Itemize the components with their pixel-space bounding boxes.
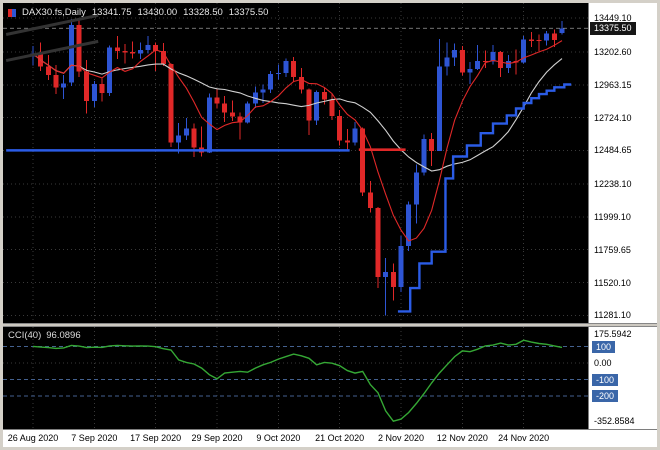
cci-chart-canvas[interactable] [3,327,588,429]
date-tick-label: 7 Sep 2020 [71,433,118,443]
price-tick-label: 11520.10 [594,277,631,288]
price-tick-label: 12963.15 [594,79,632,90]
price-tick-label: 13202.60 [594,46,632,57]
date-tick-label: 26 Aug 2020 [7,433,59,443]
cci-level-label: 100 [592,340,616,353]
time-axis[interactable]: 26 Aug 2020 7 Sep 2020 17 Sep 2020 29 Sep 2… [3,429,657,447]
cci-level-label: -100 [592,373,619,386]
chart-inner-frame: DAX30.fs,Daily 13341.75 13430.00 13328.5… [3,3,657,447]
price-tick-label: 13449.10 [594,13,632,24]
price-tick-label: 11281.10 [594,310,631,321]
indicator-value-label: 96.0896 [46,330,81,341]
symbol-timeframe-label: DAX30.fs,Daily [22,7,86,18]
date-tick-label: 9 Oct 2020 [256,433,301,443]
chart-header: DAX30.fs,Daily 13341.75 13430.00 13328.5… [8,7,268,18]
ohlc-low-value: 13328.50 [183,7,223,18]
pane-separator[interactable] [3,323,657,327]
current-price-label: 13375.50 [590,22,636,36]
main-chart-pane[interactable]: DAX30.fs,Daily 13341.75 13430.00 13328.5… [3,3,588,323]
cci-level-label: -200 [592,390,619,403]
cci-tick-label: 175.5942 [594,329,632,340]
cci-axis[interactable]: 175.5942 100 0.00 -100 -200 -352.8584 [589,327,657,429]
price-tick-label: 12724.10 [594,112,632,123]
date-tick-label: 29 Sep 2020 [191,433,243,443]
date-tick-label: 17 Sep 2020 [130,433,182,443]
price-axis[interactable]: 13449.10 13202.60 12963.15 12724.10 12484.65… [589,3,657,323]
cci-tick-label: -352.8584 [594,416,635,427]
date-tick-label: 2 Nov 2020 [377,433,425,443]
indicator-pane[interactable]: CCI(40) 96.0896 [3,327,588,429]
price-tick-label: 11759.65 [594,244,631,255]
ohlc-open-value: 13341.75 [91,7,132,18]
cci-tick-label: 0.00 [594,358,612,369]
ohlc-close-value: 13375.50 [228,7,269,18]
date-tick-label: 24 Nov 2020 [498,433,550,443]
symbol-icon [8,8,16,17]
date-tick-label: 21 Oct 2020 [315,433,365,443]
ohlc-high-value: 13430.00 [137,7,178,18]
date-tick-label: 12 Nov 2020 [436,433,488,443]
price-tick-label: 12238.10 [594,179,632,190]
price-tick-label: 12484.65 [594,145,632,156]
price-tick-label: 11999.10 [594,211,631,222]
price-chart-canvas[interactable] [3,3,588,323]
indicator-name-label: CCI(40) [8,330,42,341]
price-axis-column[interactable]: 13449.10 13202.60 12963.15 12724.10 12484.65… [588,3,657,429]
indicator-header: CCI(40) 96.0896 [8,330,81,341]
